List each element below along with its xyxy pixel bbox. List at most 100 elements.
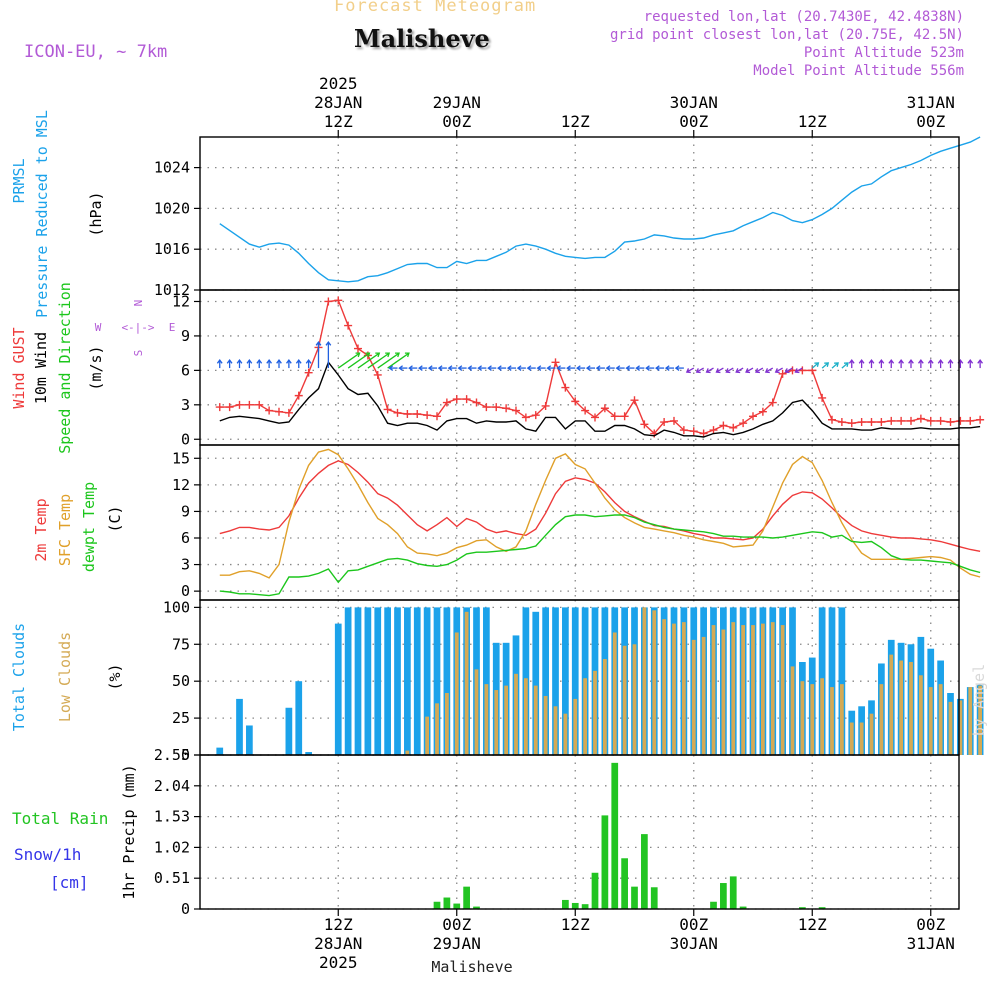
total-clouds-bar xyxy=(562,607,569,755)
gust-marker xyxy=(719,421,728,430)
credit-label: by Angel xyxy=(970,664,988,736)
wind-direction-arrow xyxy=(716,367,724,373)
station-title: Malisheve xyxy=(354,24,490,53)
y-tick-label-precip: 0.51 xyxy=(154,869,190,887)
gust-marker xyxy=(630,396,639,405)
low-clouds-bar xyxy=(770,622,775,755)
total-rain-bar xyxy=(443,897,451,909)
low-clouds-bar xyxy=(583,678,588,755)
footer-station-label: Malisheve xyxy=(431,958,512,976)
wind-direction-arrowhead xyxy=(365,352,371,358)
wind-direction-arrow xyxy=(841,362,849,369)
wind-direction-arrowhead xyxy=(615,365,621,371)
low-clouds-bar xyxy=(454,632,459,755)
wind-direction-arrowhead xyxy=(824,362,830,367)
temp-2m-label: 2m Temp xyxy=(32,498,50,561)
total-clouds-bar xyxy=(413,607,421,755)
wind-direction-arrowhead xyxy=(735,368,741,374)
wind-direction-arrowhead xyxy=(305,358,312,364)
low-clouds-bar xyxy=(672,623,676,755)
wind-direction-arrowhead xyxy=(546,365,552,371)
top-time-label: 28JAN xyxy=(314,93,362,112)
panel-frame-pressure xyxy=(199,136,960,291)
low-clouds-bar xyxy=(425,716,430,755)
wind-direction-arrowhead xyxy=(385,352,391,358)
compass-east: E xyxy=(169,321,176,334)
bottom-time-label: 00Z xyxy=(679,915,708,934)
low-clouds-bar xyxy=(751,625,755,755)
wind-direction-arrowhead xyxy=(516,365,522,371)
wind-direction-arrowhead xyxy=(834,362,839,367)
wind-direction-arrowhead xyxy=(285,358,292,364)
low-clouds-bar xyxy=(543,695,548,755)
wind-direction-arrow xyxy=(725,367,734,373)
total-clouds-bar xyxy=(423,607,431,755)
wind-direction-arrowhead xyxy=(526,365,532,371)
total-rain-bar xyxy=(641,834,648,909)
wind-direction-arrowhead xyxy=(655,365,660,371)
wind-direction-arrowhead xyxy=(635,365,640,371)
gust-marker xyxy=(887,416,896,425)
compass-axis: <-|-> xyxy=(121,321,154,334)
low-clouds-bar xyxy=(405,750,410,755)
low-clouds-bar xyxy=(444,693,449,755)
wind-direction-arrowhead xyxy=(868,358,875,364)
wind-direction-arrow xyxy=(775,367,783,373)
total-rain-bar xyxy=(453,903,461,909)
gust-marker xyxy=(373,370,382,379)
gust-marker xyxy=(709,426,718,435)
gust-marker xyxy=(334,296,343,305)
low-clouds-bar xyxy=(800,681,805,755)
total-clouds-bar xyxy=(394,607,401,755)
gust-marker xyxy=(758,407,767,416)
y-tick-label-temperature: 0 xyxy=(181,582,190,600)
gust-marker xyxy=(818,393,827,402)
low-clouds-bar xyxy=(938,684,943,755)
low-clouds-bar xyxy=(859,722,864,755)
low-clouds-bar xyxy=(731,622,736,755)
wind-direction-arrowhead xyxy=(858,358,865,364)
low-clouds-bar xyxy=(948,701,953,755)
bottom-time-label: 2025 xyxy=(319,953,358,972)
gust-marker xyxy=(926,416,935,425)
wind-direction-arrowhead xyxy=(794,368,800,374)
total-clouds-bar xyxy=(571,607,579,755)
gust-marker xyxy=(294,391,303,400)
top-time-label: 2025 xyxy=(319,74,358,93)
wind-gust-label: Wind GUST xyxy=(10,327,28,408)
y-tick-label-precip: 2.55 xyxy=(154,746,190,764)
y-tick-label-wind: 6 xyxy=(181,361,190,379)
total-clouds-bar xyxy=(246,725,253,755)
total-clouds-bar xyxy=(236,698,243,755)
low-clouds-bar xyxy=(494,690,499,755)
wind-direction-arrowhead xyxy=(605,365,611,371)
y-tick-label-pressure: 1012 xyxy=(154,281,190,299)
y-tick-label-precip: 0 xyxy=(181,900,190,918)
gust-marker xyxy=(828,415,836,424)
low-clouds-bar xyxy=(879,684,884,755)
low-clouds-bar xyxy=(869,713,874,755)
panel-frame-precip xyxy=(199,754,960,910)
sfc-temp-line xyxy=(219,448,981,579)
wind-direction-arrowhead xyxy=(355,352,361,358)
gust-marker xyxy=(423,411,432,420)
dewpt-temp-line xyxy=(219,514,981,597)
total-clouds-bar xyxy=(552,607,559,755)
top-time-label: 00Z xyxy=(679,112,708,131)
gust-marker xyxy=(699,429,708,438)
model-label: ICON-EU, ~ 7km xyxy=(24,42,168,62)
wind-direction-arrow xyxy=(785,367,793,373)
gust-marker xyxy=(867,418,876,427)
wind-direction-arrowhead xyxy=(536,365,542,371)
gust-marker xyxy=(403,410,412,418)
total-clouds-bar xyxy=(433,607,441,755)
wind-direction-arrowhead xyxy=(715,368,721,374)
gust-marker xyxy=(472,398,481,407)
2m-temp-line xyxy=(219,460,981,552)
wind-direction-arrowhead xyxy=(246,358,253,364)
gust-marker xyxy=(660,418,669,427)
wind-direction-arrowhead xyxy=(705,368,711,374)
gust-marker xyxy=(600,404,609,413)
wind-direction-arrowhead xyxy=(967,358,974,364)
wind-unit-label: (m/s) xyxy=(87,345,105,390)
